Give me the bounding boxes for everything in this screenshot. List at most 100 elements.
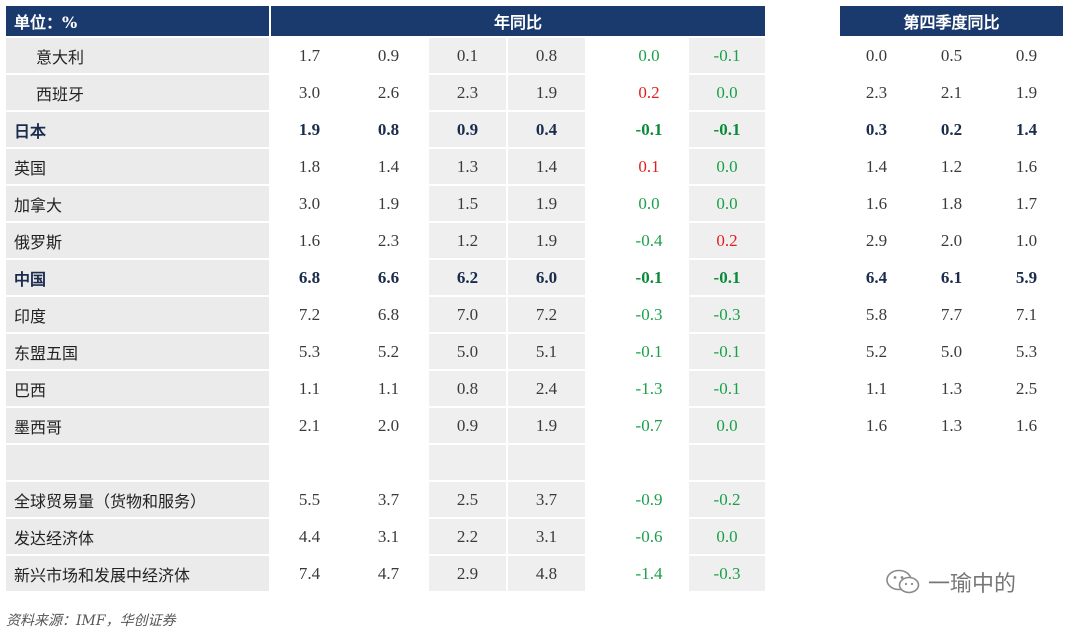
value-cell: 1.4: [506, 147, 587, 186]
value-cell: 3.7: [348, 480, 429, 519]
value-cell: 6.6: [348, 258, 429, 297]
value-cell: 7.1: [988, 295, 1066, 334]
value-cell: 0.0: [686, 406, 768, 445]
spacer-cell: [765, 480, 841, 519]
table-row: 新兴市场和发展中经济体 7.4 4.7 2.9 4.8 -1.4 -0.3: [4, 554, 1066, 593]
table-row: [4, 443, 1066, 482]
table-row: 中国 6.8 6.6 6.2 6.0 -0.1 -0.1 6.4 6.1 5.9: [4, 258, 1066, 297]
wechat-icon: [886, 569, 920, 595]
value-cell: [348, 443, 429, 482]
economic-forecast-table: 单位：% 年同比 第四季度同比 意大利 1.7 0.9 0.1 0.8 0.0 -0.1 0.…: [4, 4, 1066, 593]
value-cell: 2.2: [427, 517, 508, 556]
value-cell: 3.1: [506, 517, 587, 556]
spacer-cell: [765, 443, 841, 482]
value-cell: 1.6: [838, 406, 916, 445]
value-cell: [913, 554, 991, 593]
value-cell: 0.0: [686, 184, 768, 223]
value-cell: 0.2: [686, 221, 768, 260]
spacer-cell: [585, 554, 611, 593]
value-cell: -0.2: [686, 480, 768, 519]
value-cell: -0.1: [609, 332, 689, 371]
value-cell: 2.1: [913, 73, 991, 112]
value-cell: 5.5: [269, 480, 350, 519]
table-row: 东盟五国 5.3 5.2 5.0 5.1 -0.1 -0.1 5.2 5.0 5.3: [4, 332, 1066, 371]
value-cell: 1.9: [506, 221, 587, 260]
spacer-cell: [765, 36, 841, 75]
value-cell: 5.0: [913, 332, 991, 371]
row-label: 巴西: [4, 369, 271, 408]
spacer-cell: [765, 554, 841, 593]
row-label: 俄罗斯: [4, 221, 271, 260]
value-cell: 1.4: [838, 147, 916, 186]
spacer-cell: [765, 147, 841, 186]
row-label: [4, 443, 271, 482]
value-cell: 5.2: [838, 332, 916, 371]
yoy-header: 年同比: [268, 4, 768, 38]
row-label: 全球贸易量（货物和服务）: [4, 480, 271, 519]
value-cell: 0.9: [427, 406, 508, 445]
value-cell: 5.0: [427, 332, 508, 371]
value-cell: -0.6: [609, 517, 689, 556]
value-cell: 0.0: [686, 147, 768, 186]
value-cell: 1.3: [427, 147, 508, 186]
value-cell: [269, 443, 350, 482]
table-row: 发达经济体 4.4 3.1 2.2 3.1 -0.6 0.0: [4, 517, 1066, 556]
value-cell: 1.9: [348, 184, 429, 223]
value-cell: -0.1: [686, 369, 768, 408]
value-cell: -1.3: [609, 369, 689, 408]
spacer-cell: [765, 221, 841, 260]
value-cell: 4.7: [348, 554, 429, 593]
value-cell: 1.6: [838, 184, 916, 223]
value-cell: 5.3: [988, 332, 1066, 371]
value-cell: [988, 554, 1066, 593]
value-cell: 1.1: [838, 369, 916, 408]
value-cell: 0.1: [609, 147, 689, 186]
value-cell: 6.0: [506, 258, 587, 297]
value-cell: 7.0: [427, 295, 508, 334]
value-cell: 1.9: [988, 73, 1066, 112]
value-cell: 1.9: [506, 406, 587, 445]
value-cell: 2.1: [269, 406, 350, 445]
value-cell: 1.6: [269, 221, 350, 260]
value-cell: 0.4: [506, 110, 587, 149]
value-cell: 0.2: [609, 73, 689, 112]
value-cell: 7.4: [269, 554, 350, 593]
value-cell: 0.8: [348, 110, 429, 149]
value-cell: 4.8: [506, 554, 587, 593]
value-cell: 1.4: [348, 147, 429, 186]
value-cell: -0.1: [686, 258, 768, 297]
value-cell: -0.1: [686, 110, 768, 149]
spacer-cell: [765, 332, 841, 371]
header-row: 单位：% 年同比 第四季度同比: [4, 4, 1066, 38]
spacer-cell: [585, 184, 611, 223]
row-label: 印度: [4, 295, 271, 334]
unit-header: 单位：%: [4, 4, 271, 38]
value-cell: 0.0: [686, 517, 768, 556]
value-cell: 7.7: [913, 295, 991, 334]
value-cell: 0.0: [838, 36, 916, 75]
value-cell: -0.7: [609, 406, 689, 445]
value-cell: 1.0: [988, 221, 1066, 260]
row-label: 英国: [4, 147, 271, 186]
spacer-cell: [585, 221, 611, 260]
value-cell: 1.9: [506, 73, 587, 112]
table-row: 西班牙 3.0 2.6 2.3 1.9 0.2 0.0 2.3 2.1 1.9: [4, 73, 1066, 112]
row-label: 墨西哥: [4, 406, 271, 445]
value-cell: -0.1: [686, 36, 768, 75]
spacer-cell: [585, 332, 611, 371]
table-row: 全球贸易量（货物和服务） 5.5 3.7 2.5 3.7 -0.9 -0.2: [4, 480, 1066, 519]
value-cell: [988, 480, 1066, 519]
spacer-cell: [585, 480, 611, 519]
spacer-cell: [585, 36, 611, 75]
value-cell: 3.0: [269, 184, 350, 223]
value-cell: -0.3: [686, 554, 768, 593]
value-cell: [913, 517, 991, 556]
value-cell: 3.0: [269, 73, 350, 112]
spacer-cell: [765, 517, 841, 556]
watermark-text: 一瑜中的: [928, 572, 1017, 597]
table-row: 英国 1.8 1.4 1.3 1.4 0.1 0.0 1.4 1.2 1.6: [4, 147, 1066, 186]
value-cell: 1.4: [988, 110, 1066, 149]
value-cell: 0.9: [427, 110, 508, 149]
value-cell: [838, 517, 916, 556]
value-cell: 5.3: [269, 332, 350, 371]
